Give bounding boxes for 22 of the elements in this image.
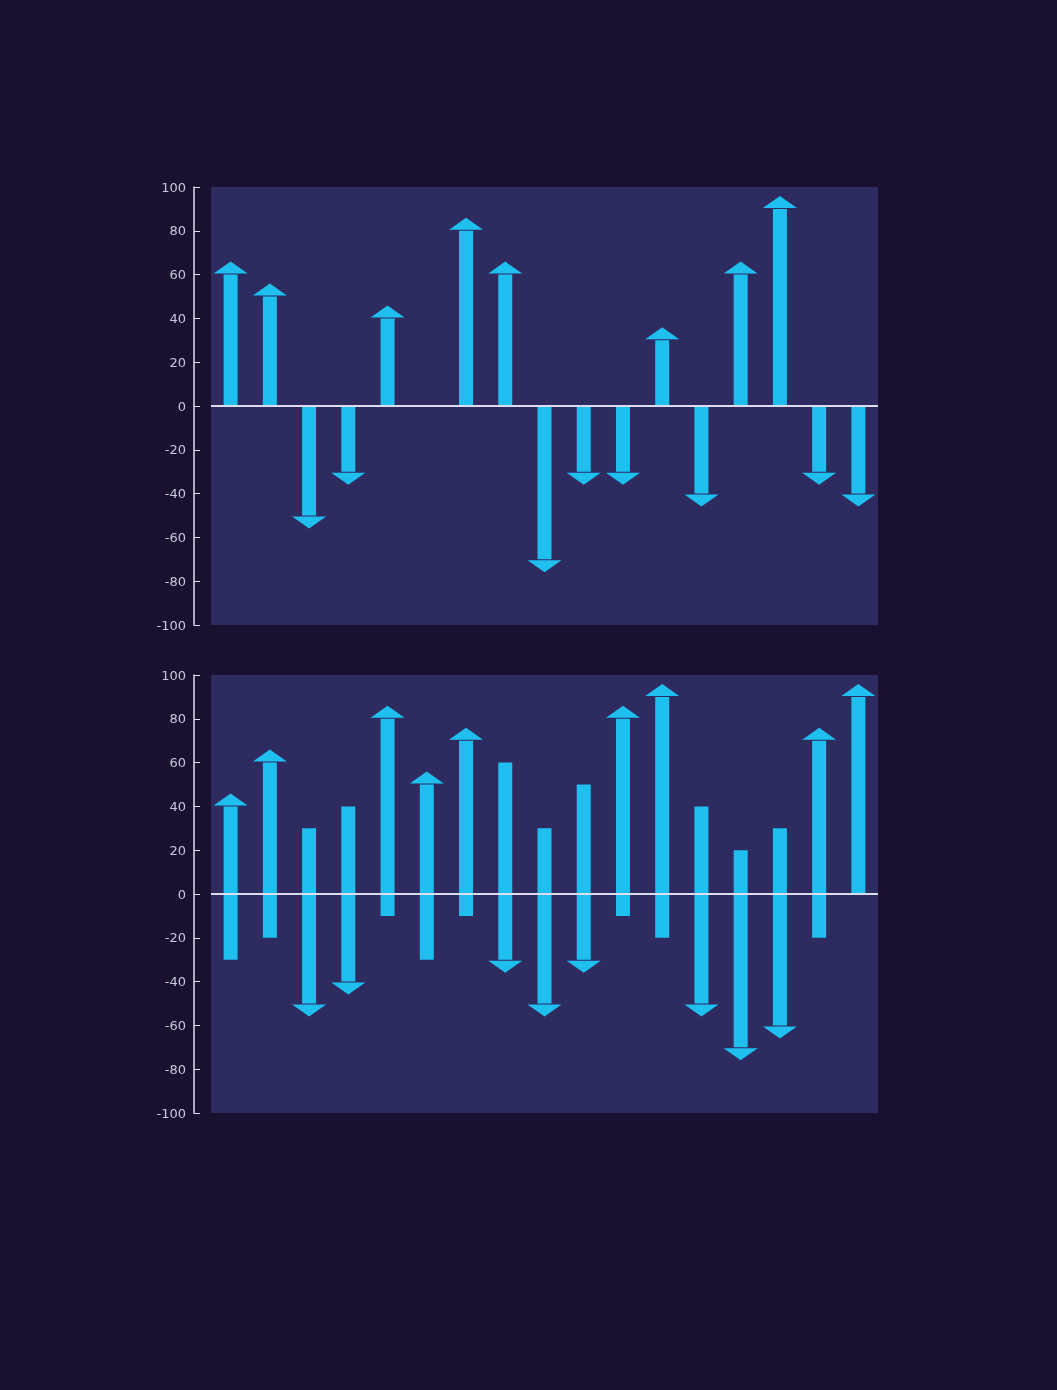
y-tick-label: -80 [164, 1061, 186, 1077]
y-tick-label: -20 [164, 930, 186, 946]
y-tick-label: 60 [169, 267, 186, 283]
y-tick-label: 20 [169, 842, 186, 858]
y-tick-label: 60 [169, 755, 186, 771]
y-tick-label: 20 [169, 354, 186, 370]
y-tick-label: 40 [169, 310, 186, 326]
y-tick-label: -20 [164, 442, 186, 458]
y-tick-label: -60 [164, 1017, 186, 1033]
y-tick-label: 80 [169, 223, 186, 239]
y-tick-label: 100 [161, 667, 186, 683]
y-tick-label: -60 [164, 529, 186, 545]
y-tick-label: -100 [156, 1105, 186, 1121]
y-tick-label: 80 [169, 711, 186, 727]
y-tick-label: 0 [177, 398, 186, 414]
y-tick-label: -40 [164, 486, 186, 502]
y-tick-label: 100 [161, 179, 186, 195]
y-tick-label: 40 [169, 798, 186, 814]
y-tick-label: -80 [164, 573, 186, 589]
y-tick-label: 0 [177, 886, 186, 902]
y-tick-label: -100 [156, 617, 186, 633]
y-tick-label: -40 [164, 974, 186, 990]
